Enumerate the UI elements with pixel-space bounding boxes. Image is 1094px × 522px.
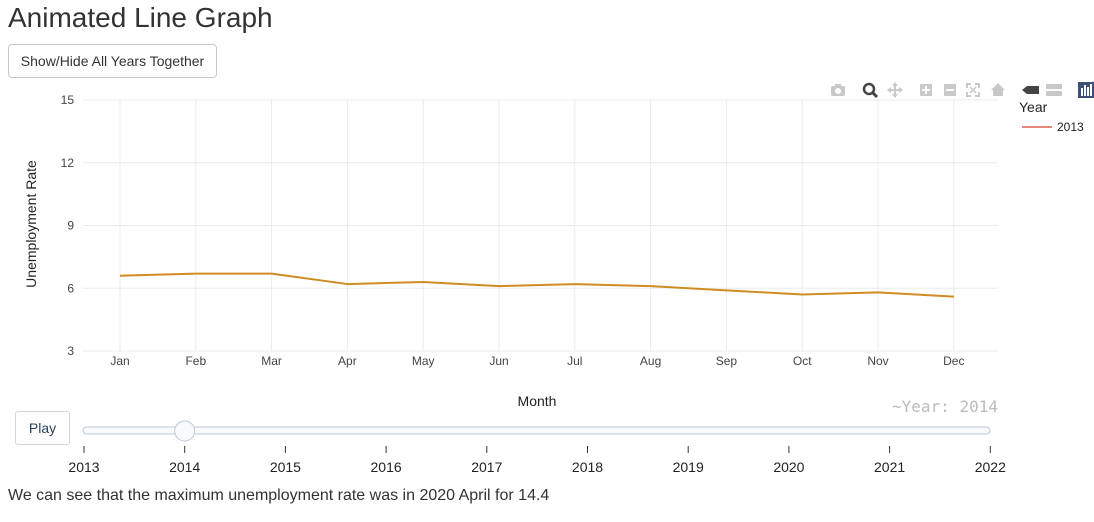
slider-tick-label[interactable]: 2021 [874, 459, 905, 475]
y-tick-label: 12 [61, 156, 75, 170]
summary-text: We can see that the maximum unemployment… [8, 487, 550, 504]
year-slider[interactable]: 2013 2014 2015 2016 2017 2018 2019 2020 2021 2022 [68, 420, 1006, 475]
x-tick-label: Feb [185, 354, 206, 368]
x-tick-label: Aug [640, 354, 661, 368]
slider-tick-label[interactable]: 2022 [975, 459, 1006, 475]
pan-icon[interactable] [887, 82, 903, 98]
x-tick-label: Oct [793, 354, 812, 368]
gridlines [83, 99, 998, 352]
x-tick-label: May [412, 354, 435, 368]
y-tick-label: 15 [61, 93, 75, 107]
x-tick-label: Dec [943, 354, 964, 368]
slider-tick-label[interactable]: 2018 [572, 459, 603, 475]
modebar [831, 82, 1094, 99]
zoom-in-icon[interactable] [920, 84, 932, 96]
series-lines [119, 272, 954, 298]
autoscale-icon[interactable] [966, 83, 980, 97]
slider-tick-label[interactable]: 2013 [68, 459, 99, 475]
x-tick-label: Sep [716, 354, 738, 368]
slider-rail[interactable] [82, 426, 991, 435]
plotly-logo-icon[interactable] [1078, 82, 1094, 98]
play-button[interactable]: Play [15, 411, 70, 445]
x-tick-label: Apr [338, 354, 357, 368]
slider-tick-label[interactable]: 2017 [471, 459, 502, 475]
line-chart: 3 6 9 12 15 Jan Feb Mar Apr May Jun Jul Aug Sep Oct No… [23, 82, 1094, 475]
slider-ticks: 2013 2014 2015 2016 2017 2018 2019 2020 2021 2022 [68, 446, 1006, 475]
legend-item[interactable]: 2013 [1022, 120, 1084, 134]
slider-handle[interactable] [174, 420, 196, 442]
slider-tick-label[interactable]: 2014 [169, 459, 200, 475]
show-hide-all-years-button[interactable]: Show/Hide All Years Together [8, 44, 217, 78]
y-tick-label: 3 [67, 344, 74, 358]
legend: Year 2013 [1019, 99, 1084, 134]
camera-icon[interactable] [831, 84, 845, 96]
slider-tick-label[interactable]: 2020 [773, 459, 804, 475]
slider-tick-label[interactable]: 2015 [270, 459, 301, 475]
x-axis-label: Month [518, 393, 557, 409]
slider-current-value: ~Year: 2014 [892, 397, 998, 416]
y-tick-label: 6 [67, 281, 74, 295]
legend-title: Year [1019, 99, 1048, 115]
slider-tick-label[interactable]: 2019 [673, 459, 704, 475]
series-line [119, 272, 954, 298]
page-title: Animated Line Graph [8, 2, 273, 33]
y-axis-ticks: 3 6 9 12 15 [61, 93, 75, 358]
x-axis-ticks: Jan Feb Mar Apr May Jun Jul Aug Sep Oct Nov Dec [110, 354, 964, 368]
compare-data-icon[interactable] [1046, 84, 1062, 96]
x-tick-label: Jun [489, 354, 508, 368]
reset-axes-icon[interactable] [991, 83, 1005, 96]
slider-tick-label[interactable]: 2016 [371, 459, 402, 475]
zoom-out-icon[interactable] [944, 84, 956, 96]
x-tick-label: Mar [261, 354, 282, 368]
x-tick-label: Jul [567, 354, 582, 368]
x-tick-label: Jan [110, 354, 129, 368]
y-axis-label: Unemployment Rate [23, 160, 39, 288]
x-tick-label: Nov [867, 354, 888, 368]
y-tick-label: 9 [67, 219, 74, 233]
spike-lines-icon[interactable] [1022, 86, 1039, 94]
zoom-icon[interactable] [862, 82, 879, 99]
legend-item-label: 2013 [1057, 120, 1084, 134]
